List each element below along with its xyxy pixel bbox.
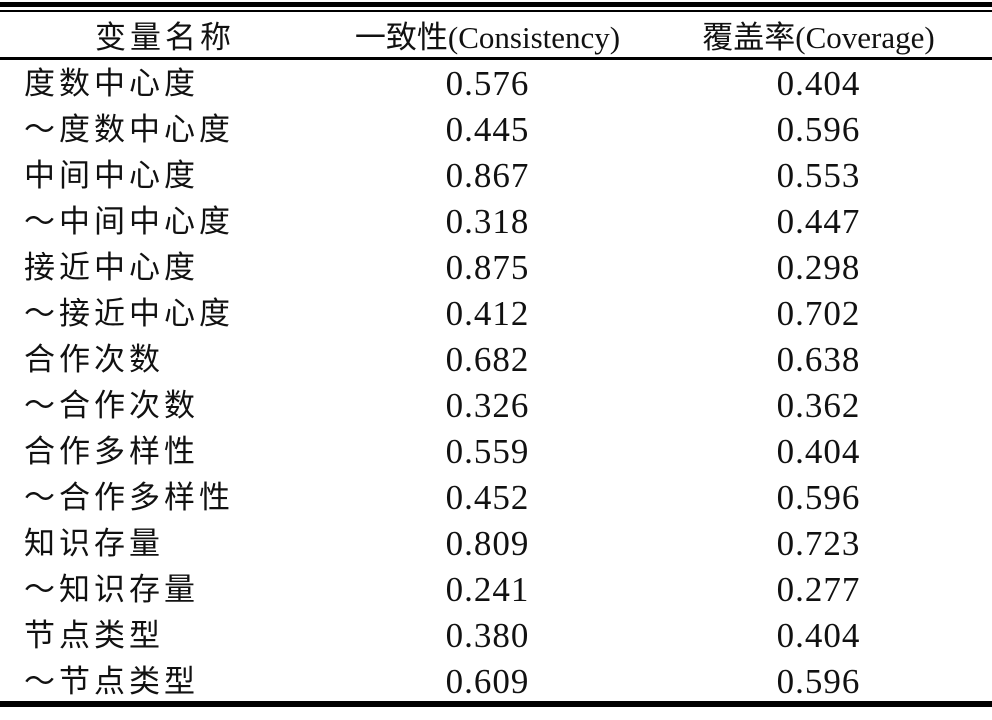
coverage-cell: 0.277 [776, 569, 861, 609]
table-row: 合作次数 0.682 0.638 [0, 336, 992, 382]
variable-name-cell: 中间中心度 [24, 157, 199, 193]
table-row: ～节点类型 0.609 0.596 [0, 658, 992, 704]
consistency-cell: 0.609 [445, 661, 530, 701]
coverage-cell: 0.638 [776, 339, 861, 379]
consistency-cell: 0.867 [445, 155, 530, 195]
table-body: 度数中心度 0.576 0.404 ～度数中心度 0.445 0.596 中间中… [0, 59, 992, 705]
consistency-cell: 0.875 [445, 247, 530, 287]
consistency-cell: 0.576 [445, 63, 530, 103]
consistency-cell: 0.559 [445, 431, 530, 471]
table-row: ～度数中心度 0.445 0.596 [0, 106, 992, 152]
coverage-cell: 0.723 [776, 523, 861, 563]
consistency-cell: 0.412 [445, 293, 530, 333]
table-top-thin-rule [0, 10, 992, 12]
variable-name-cell: 合作多样性 [24, 433, 199, 469]
column-header-variable-name: 变量名称 [0, 12, 330, 60]
table-row: 度数中心度 0.576 0.404 [0, 59, 992, 107]
coverage-cell: 0.404 [776, 63, 861, 103]
coverage-cell: 0.553 [776, 155, 861, 195]
column-header-consistency: 一致性(Consistency) [330, 12, 645, 60]
column-header-coverage: 覆盖率(Coverage) [645, 12, 992, 60]
table-top-thick-rule [0, 2, 992, 7]
coverage-cell: 0.404 [776, 615, 861, 655]
table-bottom-rule [0, 701, 992, 707]
variable-name-cell: 节点类型 [24, 617, 164, 653]
consistency-cell: 0.241 [445, 569, 530, 609]
consistency-cell: 0.445 [445, 109, 530, 149]
table-row: 节点类型 0.380 0.404 [0, 612, 992, 658]
consistency-cell: 0.380 [445, 615, 530, 655]
variable-name-cell: 知识存量 [24, 525, 164, 561]
table-row: ～中间中心度 0.318 0.447 [0, 198, 992, 244]
variable-name-cell: ～合作次数 [24, 387, 199, 423]
consistency-cell: 0.682 [445, 339, 530, 379]
table-header: 变量名称 一致性(Consistency) 覆盖率(Coverage) [0, 12, 992, 60]
table-row: 合作多样性 0.559 0.404 [0, 428, 992, 474]
coverage-cell: 0.596 [776, 661, 861, 701]
variable-name-cell: 接近中心度 [24, 249, 199, 285]
consistency-cell: 0.326 [445, 385, 530, 425]
variable-name-cell: ～接近中心度 [24, 295, 234, 331]
coverage-cell: 0.596 [776, 477, 861, 517]
variable-name-cell: ～知识存量 [24, 571, 199, 607]
qca-necessity-table: 变量名称 一致性(Consistency) 覆盖率(Coverage) 度数中心… [0, 12, 992, 704]
consistency-cell: 0.452 [445, 477, 530, 517]
variable-name-cell: ～合作多样性 [24, 479, 234, 515]
coverage-cell: 0.596 [776, 109, 861, 149]
variable-name-cell: ～度数中心度 [24, 111, 234, 147]
table-row: 知识存量 0.809 0.723 [0, 520, 992, 566]
coverage-cell: 0.298 [776, 247, 861, 287]
table-row: 接近中心度 0.875 0.298 [0, 244, 992, 290]
table-row: ～合作多样性 0.452 0.596 [0, 474, 992, 520]
table-row: ～合作次数 0.326 0.362 [0, 382, 992, 428]
variable-name-cell: ～节点类型 [24, 663, 199, 699]
variable-name-cell: ～中间中心度 [24, 203, 234, 239]
consistency-cell: 0.318 [445, 201, 530, 241]
coverage-cell: 0.362 [776, 385, 861, 425]
coverage-cell: 0.447 [776, 201, 861, 241]
variable-name-cell: 度数中心度 [24, 65, 199, 101]
table-row: ～接近中心度 0.412 0.702 [0, 290, 992, 336]
coverage-cell: 0.702 [776, 293, 861, 333]
header-row: 变量名称 一致性(Consistency) 覆盖率(Coverage) [0, 12, 992, 60]
consistency-cell: 0.809 [445, 523, 530, 563]
variable-name-cell: 合作次数 [24, 341, 164, 377]
table-row: ～知识存量 0.241 0.277 [0, 566, 992, 612]
table-row: 中间中心度 0.867 0.553 [0, 152, 992, 198]
coverage-cell: 0.404 [776, 431, 861, 471]
